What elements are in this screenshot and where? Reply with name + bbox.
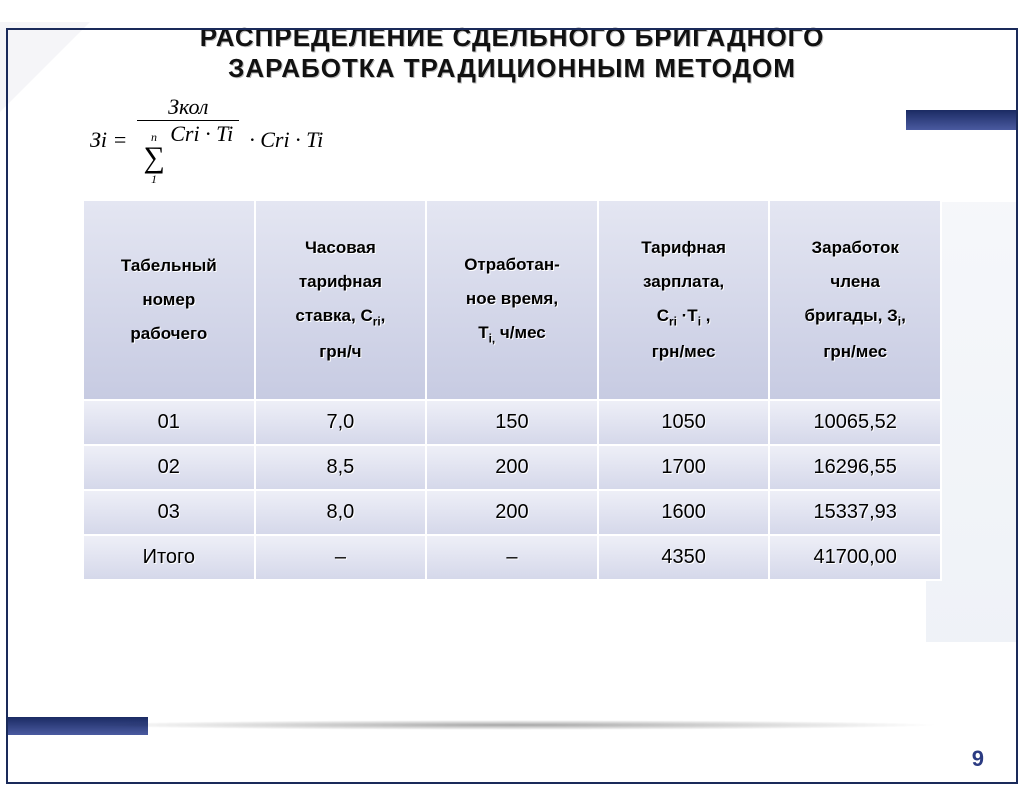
cell: 8,5 xyxy=(255,445,427,490)
cell: 41700,00 xyxy=(769,535,941,580)
formula-fraction: Зкол n ∑ 1 Cri · Ti xyxy=(137,94,239,185)
cell: Итого xyxy=(83,535,255,580)
cell: 01 xyxy=(83,400,255,445)
col-header: Заработокчленабригады, Зi,грн/мес xyxy=(769,200,941,400)
cell: 1600 xyxy=(598,490,770,535)
table-row: 01 7,0 150 1050 10065,52 xyxy=(83,400,941,445)
cell: 16296,55 xyxy=(769,445,941,490)
col-header: Табельныйномеррабочего xyxy=(83,200,255,400)
page-number: 9 xyxy=(972,746,984,772)
col-header: Часоваятарифнаяставка, Cri,грн/ч xyxy=(255,200,427,400)
formula-numerator: Зкол xyxy=(162,94,214,120)
cell: 15337,93 xyxy=(769,490,941,535)
cell: 200 xyxy=(426,490,598,535)
cell: 7,0 xyxy=(255,400,427,445)
cell: 1700 xyxy=(598,445,770,490)
cell: 02 xyxy=(83,445,255,490)
cell: 1050 xyxy=(598,400,770,445)
title-line-2: ЗАРАБОТКА ТРАДИЦИОННЫМ МЕТОДОМ xyxy=(50,53,974,84)
formula-lhs: Зi = xyxy=(90,127,127,153)
table-body: 01 7,0 150 1050 10065,52 02 8,5 200 1700… xyxy=(83,400,941,580)
cell: 4350 xyxy=(598,535,770,580)
table-header-row: Табельныйномеррабочего Часоваятарифнаяст… xyxy=(83,200,941,400)
table-shadow xyxy=(82,720,942,730)
table-row-total: Итого – – 4350 41700,00 xyxy=(83,535,941,580)
formula: Зi = Зкол n ∑ 1 Cri · Ti · Cri · Ti xyxy=(90,94,1024,185)
col-header: Отработан-ное время,Ti, ч/мес xyxy=(426,200,598,400)
slide-title: РАСПРЕДЕЛЕНИЕ СДЕЛЬНОГО БРИГАДНОГО ЗАРАБ… xyxy=(50,22,974,84)
title-line-1: РАСПРЕДЕЛЕНИЕ СДЕЛЬНОГО БРИГАДНОГО xyxy=(50,22,974,53)
cell: 200 xyxy=(426,445,598,490)
table-row: 03 8,0 200 1600 15337,93 xyxy=(83,490,941,535)
formula-tail: · Cri · Ti xyxy=(249,127,323,153)
cell: 150 xyxy=(426,400,598,445)
formula-denominator: n ∑ 1 Cri · Ti xyxy=(137,121,239,185)
cell: – xyxy=(255,535,427,580)
table-row: 02 8,5 200 1700 16296,55 xyxy=(83,445,941,490)
cell: – xyxy=(426,535,598,580)
data-table: Табельныйномеррабочего Часоваятарифнаяст… xyxy=(82,199,942,581)
data-table-wrap: Табельныйномеррабочего Часоваятарифнаяст… xyxy=(82,199,942,581)
cell: 10065,52 xyxy=(769,400,941,445)
cell: 03 xyxy=(83,490,255,535)
sigma: n ∑ 1 xyxy=(143,131,164,185)
cell: 8,0 xyxy=(255,490,427,535)
col-header: Тарифнаязарплата,Cri ·Ti ,грн/мес xyxy=(598,200,770,400)
